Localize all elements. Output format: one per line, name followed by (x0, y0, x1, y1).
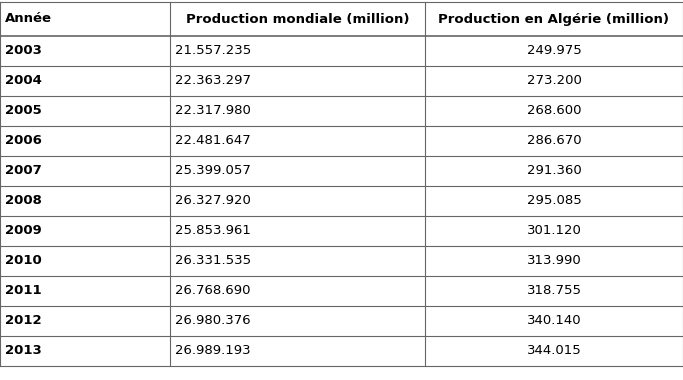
Text: 2004: 2004 (5, 74, 42, 87)
Text: 26.980.376: 26.980.376 (175, 315, 251, 328)
Text: 318.755: 318.755 (527, 285, 581, 298)
Text: 21.557.235: 21.557.235 (175, 44, 251, 57)
Text: 286.670: 286.670 (527, 135, 581, 147)
Text: 268.600: 268.600 (527, 105, 581, 117)
Text: Année: Année (5, 13, 52, 25)
Text: 2013: 2013 (5, 345, 42, 358)
Text: 2010: 2010 (5, 255, 42, 268)
Text: 22.317.980: 22.317.980 (175, 105, 251, 117)
Text: 295.085: 295.085 (527, 195, 581, 207)
Text: 313.990: 313.990 (527, 255, 581, 268)
Text: 22.363.297: 22.363.297 (175, 74, 251, 87)
Text: Production en Algérie (million): Production en Algérie (million) (438, 13, 669, 25)
Text: 2007: 2007 (5, 165, 42, 177)
Text: 2006: 2006 (5, 135, 42, 147)
Text: 340.140: 340.140 (527, 315, 581, 328)
Text: 2008: 2008 (5, 195, 42, 207)
Text: Production mondiale (million): Production mondiale (million) (186, 13, 409, 25)
Text: 26.989.193: 26.989.193 (175, 345, 251, 358)
Text: 2012: 2012 (5, 315, 42, 328)
Text: 291.360: 291.360 (527, 165, 581, 177)
Text: 2009: 2009 (5, 225, 42, 238)
Text: 273.200: 273.200 (527, 74, 581, 87)
Text: 26.327.920: 26.327.920 (175, 195, 251, 207)
Text: 249.975: 249.975 (527, 44, 581, 57)
Text: 301.120: 301.120 (527, 225, 581, 238)
Text: 22.481.647: 22.481.647 (175, 135, 251, 147)
Text: 25.399.057: 25.399.057 (175, 165, 251, 177)
Text: 26.768.690: 26.768.690 (175, 285, 251, 298)
Text: 344.015: 344.015 (527, 345, 581, 358)
Text: 25.853.961: 25.853.961 (175, 225, 251, 238)
Text: 2011: 2011 (5, 285, 42, 298)
Text: 2003: 2003 (5, 44, 42, 57)
Text: 2005: 2005 (5, 105, 42, 117)
Text: 26.331.535: 26.331.535 (175, 255, 251, 268)
